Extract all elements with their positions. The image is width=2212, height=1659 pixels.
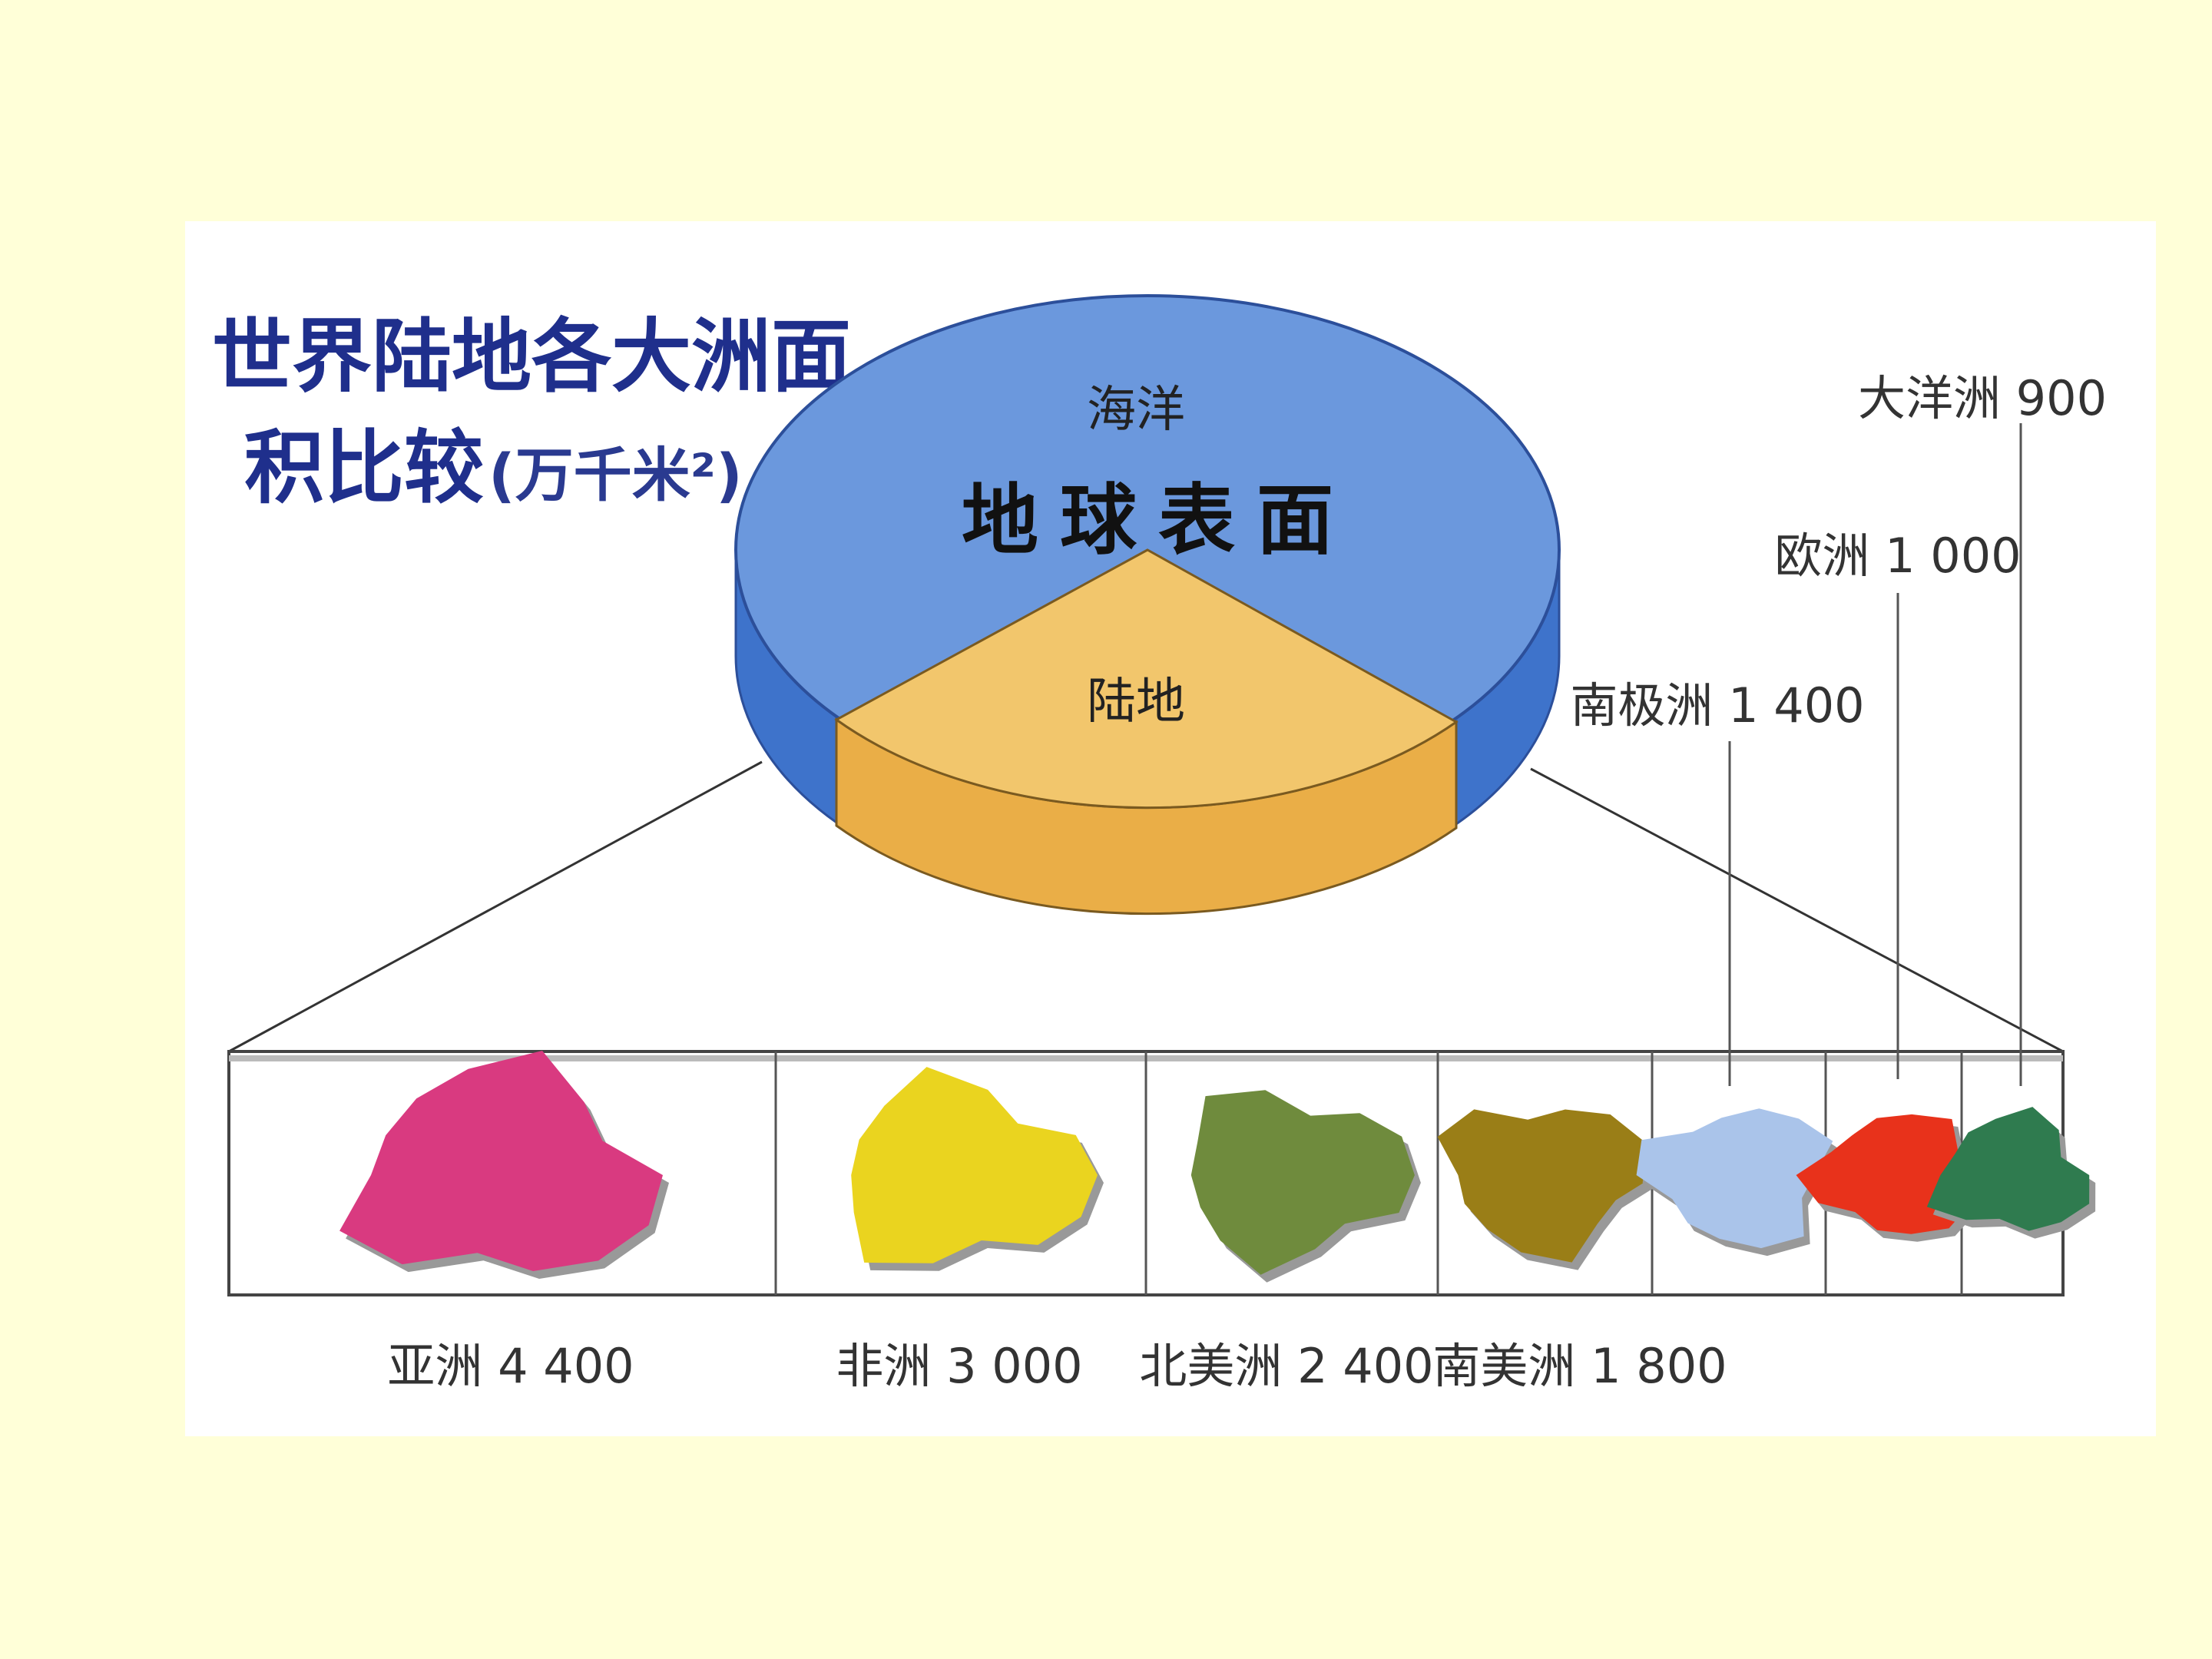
asia-shape: [339, 1051, 663, 1271]
north-america-shape: [1190, 1090, 1415, 1275]
ocean-label: 海洋: [1087, 382, 1185, 439]
connector-left: [228, 760, 763, 1053]
title-line2: 积比较(万千米²): [244, 421, 743, 515]
label-oceania: 大洋洲 900: [1858, 370, 2107, 426]
label-europe: 欧洲 1 000: [1774, 528, 2021, 584]
label-africa: 非洲 3 000: [836, 1338, 1082, 1394]
label-north-america: 北美洲 2 400: [1139, 1338, 1433, 1394]
title-line2-text: 积比较: [244, 421, 484, 515]
unit-label: (万千米²): [488, 441, 743, 509]
antarctica-shape: [1636, 1108, 1833, 1249]
earth-surface-pie: 海洋 地球表面 陆地: [734, 294, 1561, 916]
label-asia: 亚洲 4 400: [387, 1338, 634, 1394]
continent-strip: [227, 1050, 2096, 1296]
connector-right: [1530, 767, 2064, 1053]
earth-surface-label: 地球表面: [962, 475, 1355, 565]
europe-shape: [1796, 1114, 1972, 1234]
land-label: 陆地: [1087, 674, 1185, 730]
title-line1: 世界陆地各大洲面: [212, 310, 851, 403]
south-america-shape: [1437, 1109, 1656, 1263]
label-south-america: 南美洲 1 800: [1432, 1338, 1727, 1394]
oceania-shape: [1926, 1107, 2090, 1231]
africa-shape: [851, 1067, 1098, 1263]
label-antarctica: 南极洲 1 400: [1570, 677, 1864, 733]
pie-land-slice: [834, 548, 1459, 810]
